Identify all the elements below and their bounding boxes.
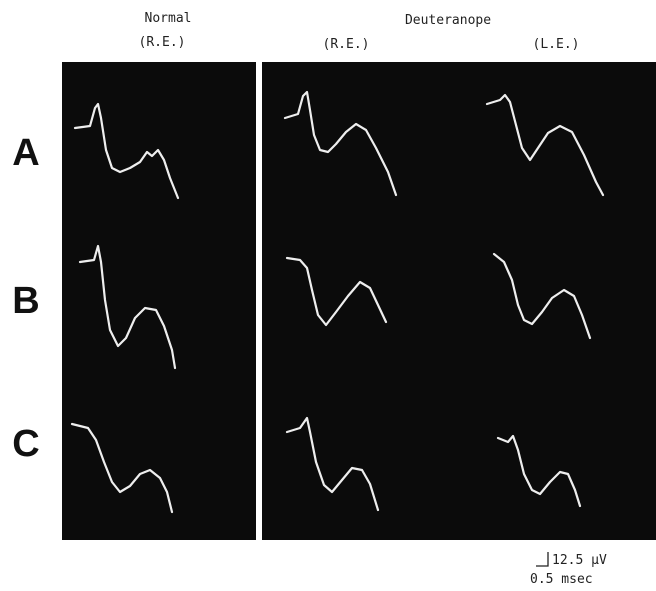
column-eye: (L.E.): [533, 37, 580, 52]
column-title: Deuteranope: [405, 13, 491, 28]
panel-normal: [62, 62, 256, 540]
scale-time: 0.5 msec: [530, 572, 593, 587]
figure: Normal (R.E.) Deuteranope (R.E.) (L.E.) …: [0, 0, 656, 591]
column-eye: (R.E.): [139, 35, 186, 50]
column-eye: (R.E.): [323, 37, 370, 52]
panel-deuteranope: [262, 62, 656, 540]
row-label: C: [12, 423, 39, 465]
scale-amplitude: 12.5 µV: [552, 553, 607, 568]
row-label: A: [12, 132, 39, 174]
column-title: Normal: [145, 11, 192, 26]
row-label: B: [12, 280, 39, 322]
scale-bar: [536, 552, 548, 566]
